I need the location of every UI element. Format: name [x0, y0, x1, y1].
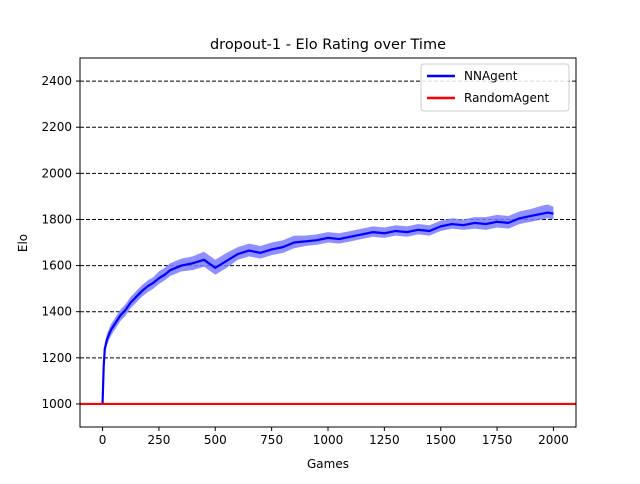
y-tick-label: 1400 — [41, 305, 72, 319]
x-tick-label: 1750 — [482, 433, 513, 447]
y-tick-label: 1000 — [41, 397, 72, 411]
x-axis-label: Games — [307, 457, 349, 471]
y-tick-label: 2000 — [41, 166, 72, 180]
x-tick-label: 500 — [204, 433, 227, 447]
y-axis-ticks: 1000 1200 1400 1600 1800 2000 2200 2400 — [41, 74, 80, 411]
y-tick-label: 2400 — [41, 74, 72, 88]
x-tick-label: 1500 — [425, 433, 456, 447]
series-line-layer — [80, 211, 576, 406]
y-tick-label: 2200 — [41, 120, 72, 134]
y-axis-label: Elo — [16, 234, 30, 252]
legend-label-nnagent: NNAgent — [464, 69, 518, 83]
confidence-band-0 — [102, 204, 554, 404]
x-tick-label: 2000 — [538, 433, 569, 447]
x-axis-ticks: 0 250 500 750 1000 1250 1500 1750 2000 — [99, 427, 569, 447]
y-tick-label: 1800 — [41, 212, 72, 226]
legend-label-randomagent: RandomAgent — [464, 91, 549, 105]
x-tick-label: 250 — [147, 433, 170, 447]
legend-box — [420, 63, 570, 112]
y-tick-label: 1200 — [41, 351, 72, 365]
x-tick-label: 750 — [260, 433, 283, 447]
chart-title: dropout-1 - Elo Rating over Time — [210, 37, 446, 53]
confidence-band-layer — [102, 204, 554, 404]
series-line-0 — [101, 211, 554, 404]
x-tick-label: 1250 — [369, 433, 400, 447]
y-tick-label: 1600 — [41, 259, 72, 273]
legend: NNAgent RandomAgent — [420, 63, 570, 112]
x-tick-label: 0 — [99, 433, 107, 447]
x-tick-label: 1000 — [313, 433, 344, 447]
